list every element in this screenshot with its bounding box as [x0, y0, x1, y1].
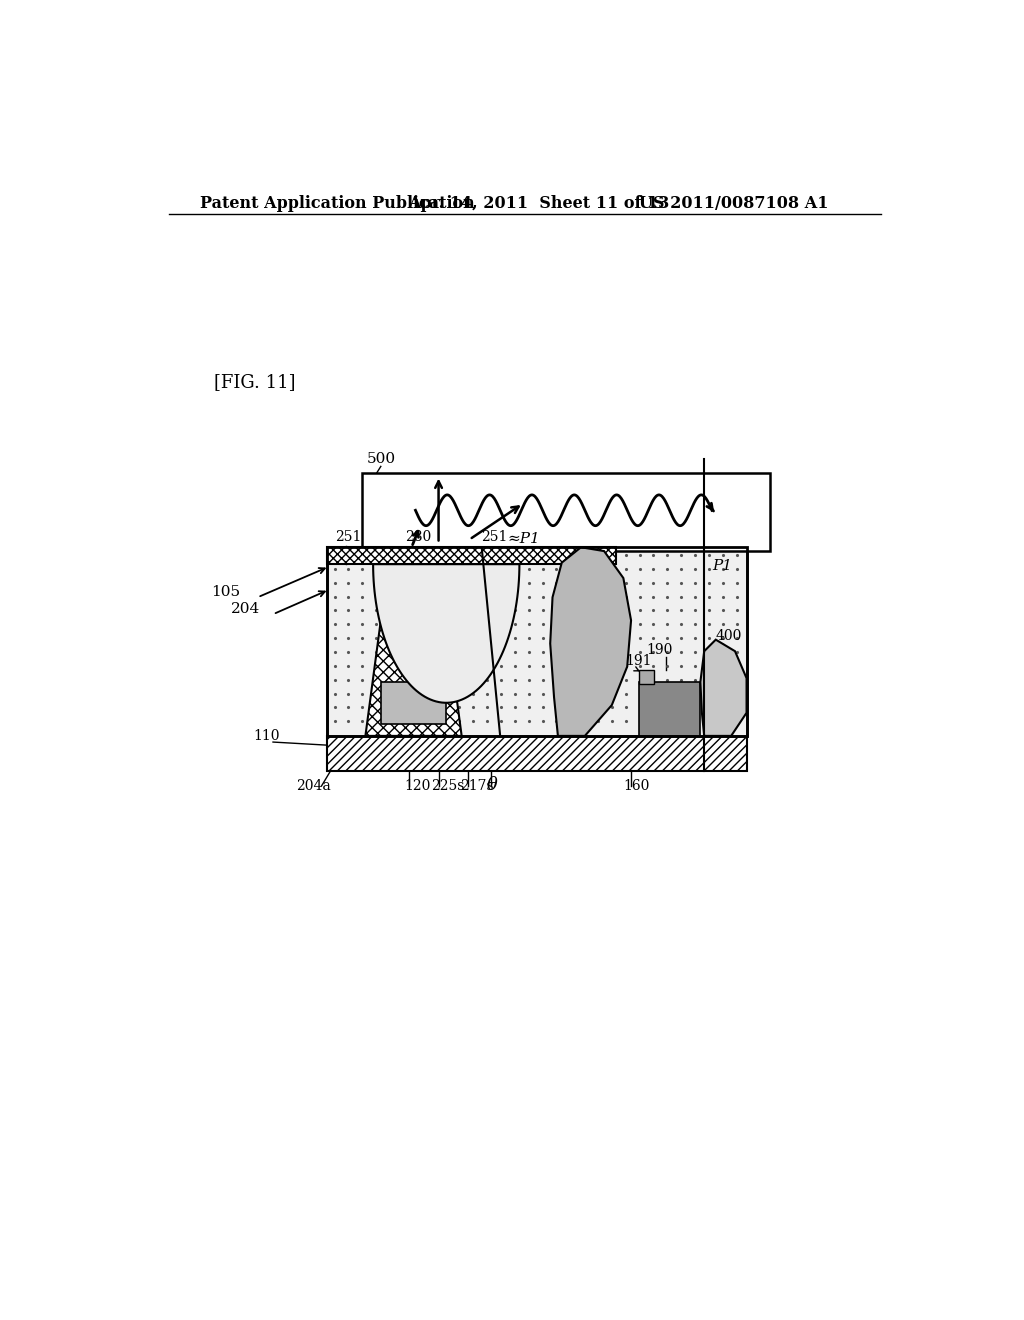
Bar [639, 671, 654, 684]
Text: 217s: 217s [460, 779, 494, 793]
Text: 191: 191 [626, 655, 652, 668]
Text: 500: 500 [367, 451, 396, 466]
Text: 251: 251 [385, 647, 411, 660]
Text: [FIG. 11]: [FIG. 11] [214, 372, 295, 391]
Bar [327, 548, 746, 737]
Bar [327, 548, 615, 564]
Text: 400: 400 [589, 561, 615, 576]
Text: 105: 105 [211, 585, 241, 599]
Text: 280: 280 [406, 531, 432, 544]
Text: 110: 110 [254, 729, 281, 743]
Text: θ: θ [486, 776, 498, 793]
Text: 120: 120 [403, 779, 430, 793]
Bar [361, 473, 770, 552]
Text: Patent Application Publication: Patent Application Publication [200, 194, 474, 211]
Bar [639, 682, 700, 737]
Text: US 2011/0087108 A1: US 2011/0087108 A1 [639, 194, 828, 211]
Text: 251: 251 [335, 531, 361, 544]
Text: 204: 204 [230, 602, 260, 615]
Text: 204a: 204a [296, 779, 331, 793]
Text: 190: 190 [646, 643, 673, 656]
Polygon shape [550, 548, 631, 737]
Text: ≈P1: ≈P1 [508, 532, 541, 546]
Bar [381, 682, 446, 725]
Bar [327, 548, 746, 737]
Text: 400: 400 [716, 628, 742, 643]
Text: Apr. 14, 2011  Sheet 11 of 13: Apr. 14, 2011 Sheet 11 of 13 [408, 194, 669, 211]
Text: 160: 160 [624, 779, 650, 793]
Text: P1: P1 [712, 560, 732, 573]
Polygon shape [366, 620, 462, 737]
Text: 225s: 225s [431, 779, 464, 793]
Polygon shape [373, 564, 519, 702]
Bar [327, 737, 746, 771]
Polygon shape [700, 640, 746, 737]
Text: 251: 251 [481, 531, 507, 544]
Text: 252: 252 [568, 546, 594, 560]
